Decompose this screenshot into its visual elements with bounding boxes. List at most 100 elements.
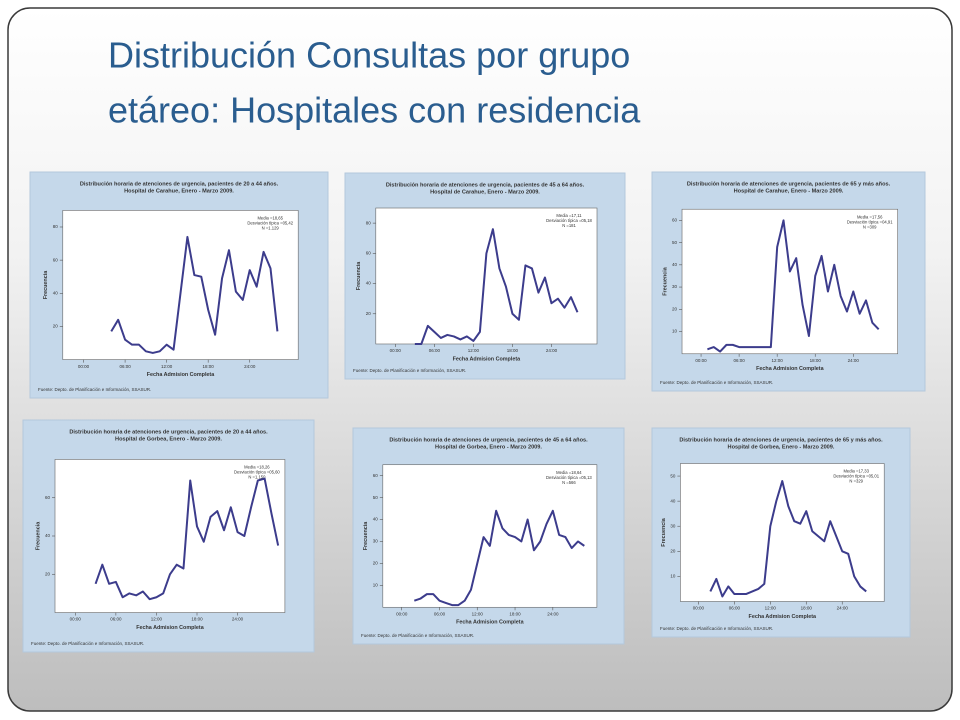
chart-title: Hospital de Gorbea, Enero - Marzo 2009. bbox=[115, 436, 222, 442]
chart-title: Distribución horaria de atenciones de ur… bbox=[80, 181, 279, 187]
data-line bbox=[709, 480, 867, 598]
y-tick-label: 50 bbox=[373, 495, 379, 500]
chart-title: Distribución horaria de atenciones de ur… bbox=[687, 181, 891, 187]
x-tick-label: 18:00 bbox=[810, 358, 822, 363]
stats-label: Desviación típica =04,91 bbox=[847, 219, 893, 224]
x-tick-label: 18:00 bbox=[191, 617, 203, 622]
y-tick-label: 10 bbox=[672, 329, 678, 334]
y-tick-label: 40 bbox=[366, 281, 372, 286]
y-tick-label: 20 bbox=[670, 548, 676, 553]
chart-panel: Distribución horaria de atenciones de ur… bbox=[344, 172, 626, 380]
x-tick-label: 24:00 bbox=[244, 364, 256, 369]
x-tick-label: 06:00 bbox=[729, 606, 741, 611]
data-line bbox=[94, 477, 280, 601]
stats-label: N =329 bbox=[849, 479, 863, 484]
x-tick-label: 12:00 bbox=[765, 606, 777, 611]
stats-label: N =181 bbox=[562, 223, 576, 228]
plot-area bbox=[680, 463, 885, 602]
x-tick-label: 24:00 bbox=[848, 358, 860, 363]
stats-label: Media =17,56 bbox=[857, 214, 883, 219]
stats-label: N =309 bbox=[863, 224, 877, 229]
source-note: Fuente: Depto. de Planificación e Inform… bbox=[353, 368, 466, 373]
x-tick-label: 12:00 bbox=[472, 611, 484, 616]
y-tick-label: 40 bbox=[45, 533, 51, 538]
chart-title: Hospital de Carahue, Enero - Marzo 2009. bbox=[430, 189, 540, 195]
x-tick-label: 12:00 bbox=[468, 348, 480, 353]
stats-label: N =566 bbox=[562, 480, 576, 485]
y-tick-label: 60 bbox=[45, 495, 51, 500]
chart-title: Hospital de Carahue, Enero - Marzo 2009. bbox=[124, 188, 234, 194]
x-tick-label: 24:00 bbox=[547, 611, 559, 616]
stats-label: Desviación típica =05,60 bbox=[234, 470, 280, 475]
y-tick-label: 20 bbox=[45, 571, 51, 576]
x-axis-label: Fecha Admision Completa bbox=[453, 356, 521, 362]
x-tick-label: 18:00 bbox=[801, 606, 813, 611]
y-axis-label: Frecuencia bbox=[35, 521, 41, 550]
y-tick-label: 30 bbox=[373, 539, 379, 544]
x-tick-label: 12:00 bbox=[772, 358, 784, 363]
y-tick-label: 60 bbox=[373, 473, 379, 478]
x-tick-label: 24:00 bbox=[546, 348, 558, 353]
y-tick-label: 10 bbox=[373, 583, 379, 588]
y-tick-label: 40 bbox=[672, 262, 678, 267]
x-tick-label: 06:00 bbox=[733, 358, 745, 363]
source-note: Fuente: Depto. de Planificación e Inform… bbox=[660, 380, 773, 385]
stats-label: Media =18,64 bbox=[556, 470, 582, 475]
stats-label: Media =17,33 bbox=[843, 469, 869, 474]
chart-title: Distribución horaria de atenciones de ur… bbox=[69, 429, 268, 435]
y-tick-label: 60 bbox=[53, 257, 59, 262]
x-tick-label: 00:00 bbox=[396, 611, 408, 616]
x-tick-label: 00:00 bbox=[78, 364, 90, 369]
source-note: Fuente: Depto. de Planificación e Inform… bbox=[361, 633, 474, 638]
source-note: Fuente: Depto. de Planificación e Inform… bbox=[660, 626, 773, 631]
chart-panel: Distribución horaria de atenciones de ur… bbox=[22, 419, 315, 653]
x-tick-label: 24:00 bbox=[837, 606, 849, 611]
plot-area bbox=[54, 459, 286, 613]
y-axis-label: Frecuencia bbox=[363, 521, 369, 550]
y-tick-label: 30 bbox=[672, 284, 678, 289]
x-tick-label: 12:00 bbox=[151, 617, 163, 622]
chart-title: Distribución horaria de atenciones de ur… bbox=[679, 437, 883, 443]
y-axis-label: Frecuencia bbox=[356, 261, 362, 290]
chart-title: Hospital de Carahue, Enero - Marzo 2009. bbox=[734, 188, 844, 194]
x-tick-label: 00:00 bbox=[693, 606, 705, 611]
stats-label: Media =18,65 bbox=[257, 216, 283, 221]
y-tick-label: 20 bbox=[672, 306, 678, 311]
slide-title: Distribución Consultas por grupo bbox=[108, 35, 630, 76]
chart-panel: Distribución horaria de atenciones de ur… bbox=[651, 171, 926, 392]
stats-label: Desviación típica =05,18 bbox=[546, 218, 592, 223]
y-tick-label: 20 bbox=[53, 324, 59, 329]
chart-panel: Distribución horaria de atenciones de ur… bbox=[651, 427, 911, 638]
source-note: Fuente: Depto. de Planificación e Inform… bbox=[38, 387, 151, 392]
x-tick-label: 06:00 bbox=[119, 364, 131, 369]
y-tick-label: 20 bbox=[373, 561, 379, 566]
source-note: Fuente: Depto. de Planificación e Inform… bbox=[31, 641, 144, 646]
chart-panel: Distribución horaria de atenciones de ur… bbox=[29, 171, 329, 399]
x-tick-label: 00:00 bbox=[390, 348, 402, 353]
plot-area bbox=[375, 207, 598, 345]
x-tick-label: 18:00 bbox=[203, 364, 215, 369]
x-axis-label: Fecha Admision Completa bbox=[456, 620, 524, 626]
stats-label: N =1.129 bbox=[262, 226, 280, 231]
slide-title: etáreo: Hospitales con residencia bbox=[108, 90, 641, 131]
x-tick-label: 18:00 bbox=[509, 611, 521, 616]
x-tick-label: 06:00 bbox=[110, 617, 122, 622]
plot-area bbox=[681, 208, 898, 355]
y-tick-label: 20 bbox=[366, 311, 372, 316]
chart-title: Hospital de Gorbea, Enero - Marzo 2009. bbox=[435, 444, 542, 450]
y-tick-label: 40 bbox=[670, 498, 676, 503]
x-axis-label: Fecha Admision Completa bbox=[147, 372, 215, 378]
stats-label: Desviación típica =05,01 bbox=[833, 474, 879, 479]
stats-label: Media =17,11 bbox=[556, 213, 582, 218]
x-tick-label: 00:00 bbox=[70, 617, 82, 622]
y-tick-label: 60 bbox=[366, 251, 372, 256]
x-axis-label: Fecha Admision Completa bbox=[756, 366, 824, 372]
chart-title: Distribución horaria de atenciones de ur… bbox=[389, 437, 588, 443]
y-axis-label: Frecuencia bbox=[43, 270, 49, 299]
chart-title: Hospital de Gorbea, Enero - Marzo 2009. bbox=[728, 444, 835, 450]
stats-label: Desviación típica =05,13 bbox=[546, 475, 592, 480]
stats-label: Desviación típica =05,42 bbox=[247, 221, 293, 226]
data-line bbox=[110, 235, 279, 354]
